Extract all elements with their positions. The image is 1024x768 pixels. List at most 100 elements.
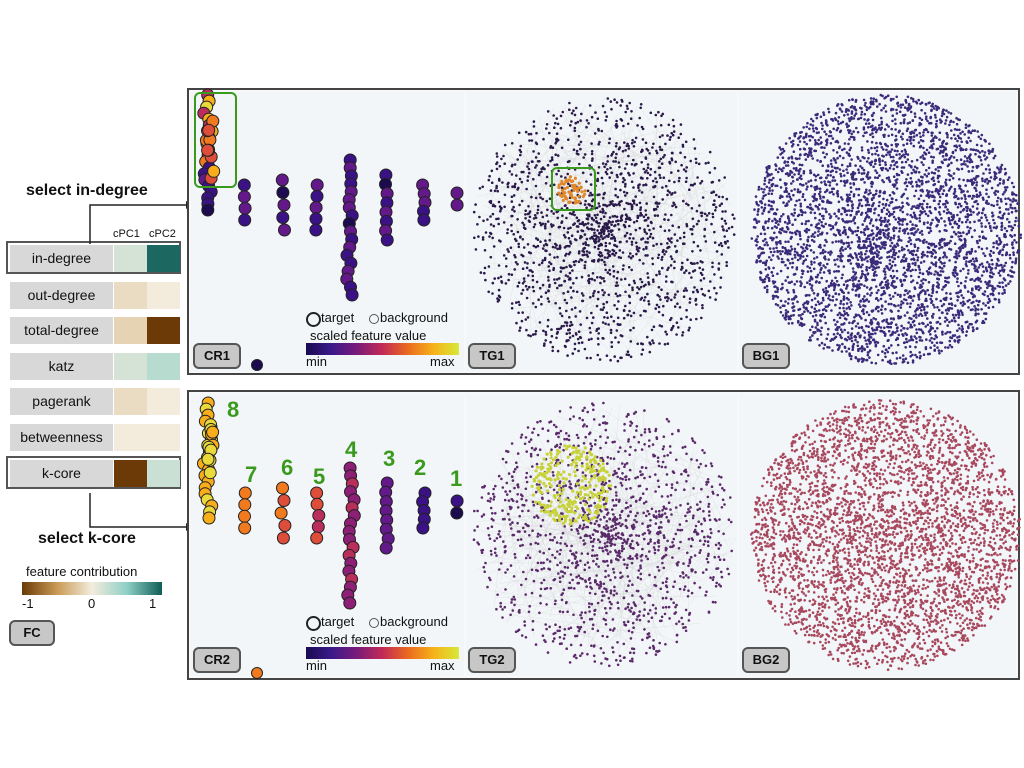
fc-cell-total-degree-cpc1 <box>114 317 147 344</box>
cluster-number-4: 4 <box>345 437 358 462</box>
scaled-legend-max: max <box>430 354 455 369</box>
data-point <box>201 203 215 217</box>
scaled-legend-title: scaled feature value <box>310 632 427 647</box>
fc-legend-min: -1 <box>22 596 34 611</box>
data-point <box>276 531 290 545</box>
data-point <box>277 198 291 212</box>
scaled-legend-gradient <box>306 343 459 355</box>
legend-target-label: target <box>321 310 355 325</box>
data-point <box>207 164 221 178</box>
data-point <box>312 509 326 522</box>
data-point <box>238 486 252 500</box>
scaled-legend-gradient <box>306 647 459 659</box>
data-point <box>417 213 431 227</box>
fc-cell-in-degree-cpc2 <box>147 245 180 272</box>
feature-row-pagerank[interactable]: pagerank <box>10 388 113 415</box>
fc-cell-out-degree-cpc1 <box>114 282 147 309</box>
data-point <box>237 178 251 192</box>
fc-cell-pagerank-cpc1 <box>114 388 147 415</box>
col-header-cpc1: cPC1 <box>113 228 140 240</box>
feature-row-k-core[interactable]: k-core <box>10 460 113 487</box>
cluster-number-6: 6 <box>281 455 294 480</box>
data-point <box>275 173 289 187</box>
data-point <box>277 494 291 507</box>
feature-row-betweenness[interactable]: betweenness <box>10 424 113 451</box>
select-k-core-annotation: select k-core <box>38 530 136 547</box>
data-point <box>238 201 252 215</box>
data-point <box>278 519 292 532</box>
data-point <box>238 509 251 523</box>
cluster-number-3: 3 <box>383 446 396 471</box>
legend-target-label: target <box>321 614 355 629</box>
tg2-network <box>472 401 736 668</box>
cluster-number-8: 8 <box>227 397 240 422</box>
bg2-network <box>749 399 1021 671</box>
data-point <box>276 211 290 224</box>
fc-cell-pagerank-cpc2 <box>147 388 180 415</box>
data-point <box>274 506 288 520</box>
scaled-legend-bottom: target background scaled feature value m… <box>306 614 462 674</box>
data-point <box>203 466 217 480</box>
bg1-tag[interactable]: BG1 <box>742 343 790 369</box>
feature-row-katz[interactable]: katz <box>10 353 113 380</box>
legend-background-label: background <box>380 310 448 325</box>
target-marker-icon <box>306 312 321 327</box>
data-point <box>310 497 324 511</box>
data-point <box>276 481 289 495</box>
fc-cell-betweenness-cpc1 <box>114 424 147 451</box>
cr1-selection-box[interactable] <box>194 92 237 188</box>
fc-cell-katz-cpc1 <box>114 353 147 380</box>
fc-cell-k-core-cpc1 <box>114 460 147 487</box>
feature-row-total-degree[interactable]: total-degree <box>10 317 113 344</box>
target-marker-icon <box>306 616 321 631</box>
data-point <box>206 425 220 439</box>
data-point <box>202 511 216 525</box>
fc-legend-gradient <box>22 582 162 595</box>
tg1-network <box>472 97 736 363</box>
fc-badge[interactable]: FC <box>9 620 55 646</box>
outlier-point <box>251 359 263 371</box>
bg1-network <box>750 93 1023 366</box>
tg1-selection-box[interactable] <box>551 167 596 211</box>
selected-row-outline <box>6 456 181 489</box>
outlier-point <box>251 667 263 679</box>
fc-cell-k-core-cpc2 <box>147 460 180 487</box>
tg1-tag[interactable]: TG1 <box>468 343 516 369</box>
fc-cell-katz-cpc2 <box>147 353 180 380</box>
data-point <box>310 189 324 203</box>
data-point <box>238 213 252 227</box>
fc-legend-title: feature contribution <box>26 564 138 579</box>
bg2-tag[interactable]: BG2 <box>742 647 790 673</box>
data-point <box>276 186 290 199</box>
data-point <box>380 233 394 247</box>
data-point <box>345 288 359 302</box>
cr1-tag[interactable]: CR1 <box>193 343 241 369</box>
data-point <box>201 143 215 157</box>
scaled-legend-top: target background scaled feature value m… <box>306 310 462 370</box>
feature-row-out-degree[interactable]: out-degree <box>10 282 113 309</box>
data-point <box>311 520 325 534</box>
cluster-number-7: 7 <box>245 462 258 487</box>
data-point <box>450 186 464 200</box>
tg2-tag[interactable]: TG2 <box>468 647 516 673</box>
fc-cell-out-degree-cpc2 <box>147 282 180 309</box>
data-point <box>416 521 430 535</box>
cluster-number-2: 2 <box>414 455 427 480</box>
data-point <box>310 531 324 545</box>
data-point <box>201 452 215 466</box>
data-point <box>309 223 323 237</box>
feature-row-in-degree[interactable]: in-degree <box>10 245 113 272</box>
fc-cell-betweenness-cpc2 <box>147 424 180 451</box>
scaled-legend-title: scaled feature value <box>310 328 427 343</box>
data-point <box>379 541 393 555</box>
fc-column-headers: cPC1 cPC2 <box>113 228 185 242</box>
background-marker-icon <box>369 618 379 628</box>
select-in-degree-annotation: select in-degree <box>26 182 148 199</box>
selected-row-outline <box>6 241 181 274</box>
cr2-area <box>191 394 464 676</box>
data-point <box>450 494 464 508</box>
col-header-cpc2: cPC2 <box>149 228 176 240</box>
data-point <box>310 178 324 192</box>
cr2-tag[interactable]: CR2 <box>193 647 241 673</box>
